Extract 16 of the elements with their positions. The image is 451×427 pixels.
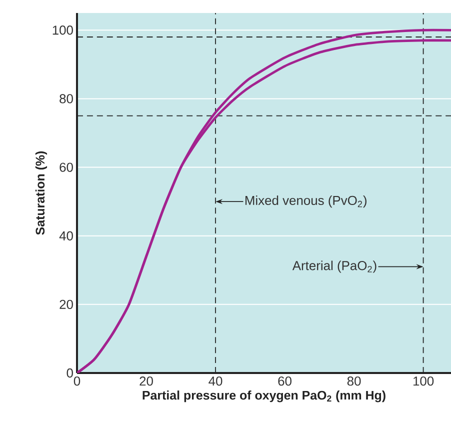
y-tick-label: 80 — [60, 94, 73, 104]
x-tick-label: 80 — [347, 376, 361, 386]
x-tick-label: 100 — [413, 376, 434, 386]
y-axis-title: Saturation (%) — [35, 151, 48, 235]
x-tick-label: 60 — [278, 376, 292, 386]
x-tick-label: 0 — [74, 376, 80, 386]
x-tick-label: 20 — [140, 376, 153, 386]
x-axis-title: Partial pressure of oxygen PaO$_{2}$ (mm Hg) — [142, 390, 386, 402]
annotation: Mixed venous (PvO$_{2}$) — [245, 196, 366, 208]
y-tick-label: 0 — [66, 368, 73, 378]
y-tick-label: 20 — [60, 300, 73, 310]
x-tick-label: 40 — [208, 376, 222, 386]
y-tick-label: 40 — [59, 231, 73, 240]
y-tick-label: 60 — [60, 162, 73, 172]
annotation: Arterial (PaO$_{2}$) — [292, 260, 376, 273]
y-tick-label: 100 — [52, 26, 73, 35]
